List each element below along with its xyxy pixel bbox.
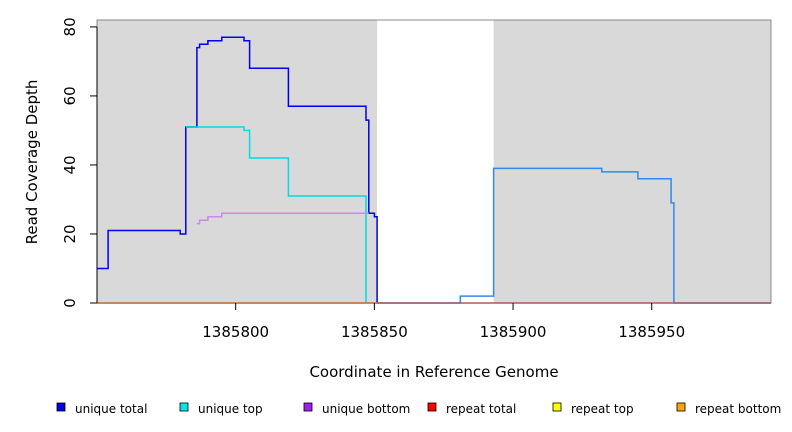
x-tick-label: 1385800 bbox=[202, 323, 269, 341]
legend-item: repeat total bbox=[427, 402, 516, 416]
y-tick-label: 40 bbox=[61, 155, 79, 174]
x-tick-label: 1385900 bbox=[480, 323, 547, 341]
series-line-unique-total bbox=[97, 36, 378, 303]
y-axis-label: Read Coverage Depth bbox=[23, 80, 41, 245]
plot-background bbox=[97, 20, 771, 303]
legend-label: repeat bottom bbox=[695, 402, 781, 416]
highlight-region bbox=[377, 20, 494, 303]
x-tick-label: 1385850 bbox=[341, 323, 408, 341]
legend-swatch bbox=[303, 402, 313, 412]
legend: unique total unique top unique bottom repea… bbox=[56, 402, 781, 416]
series-line-unique-top bbox=[185, 126, 367, 303]
y-axis: 0 20 40 60 80 bbox=[61, 17, 98, 308]
x-axis: 1385800 1385850 1385900 1385950 bbox=[202, 303, 685, 341]
legend-swatch bbox=[179, 402, 189, 412]
legend-item: unique top bbox=[179, 402, 263, 416]
y-tick-label: 60 bbox=[61, 86, 79, 105]
legend-item: repeat bottom bbox=[676, 402, 781, 416]
x-tick-label: 1385950 bbox=[618, 323, 685, 341]
legend-label: repeat top bbox=[571, 402, 634, 416]
legend-item: repeat top bbox=[552, 402, 634, 416]
legend-swatch bbox=[427, 402, 437, 412]
series-line-unique-bottom bbox=[196, 212, 369, 225]
legend-label: unique bottom bbox=[322, 402, 410, 416]
y-tick-label: 0 bbox=[61, 298, 79, 308]
legend-label: unique total bbox=[75, 402, 147, 416]
legend-swatch bbox=[676, 402, 686, 412]
legend-item: unique bottom bbox=[303, 402, 410, 416]
legend-label: repeat total bbox=[446, 402, 516, 416]
x-axis-label: Coordinate in Reference Genome bbox=[309, 363, 558, 381]
legend-swatch bbox=[56, 402, 66, 412]
legend-item: unique total bbox=[56, 402, 147, 416]
y-tick-label: 80 bbox=[61, 17, 79, 36]
legend-swatch bbox=[552, 402, 562, 412]
y-tick-label: 20 bbox=[61, 224, 79, 243]
legend-label: unique top bbox=[198, 402, 263, 416]
series-line-coverage bbox=[377, 167, 771, 304]
